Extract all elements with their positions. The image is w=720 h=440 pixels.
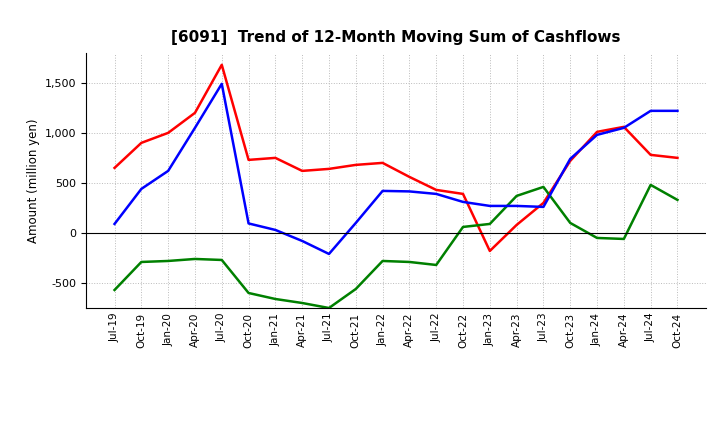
Title: [6091]  Trend of 12-Month Moving Sum of Cashflows: [6091] Trend of 12-Month Moving Sum of C… (171, 29, 621, 45)
Line: Investing Cashflow: Investing Cashflow (114, 185, 678, 308)
Investing Cashflow (298, 301, 307, 306)
Operating Cashflow (566, 158, 575, 164)
Investing Cashflow (539, 184, 548, 190)
Free Cashflow (619, 125, 628, 131)
Operating Cashflow (513, 222, 521, 227)
Free Cashflow (378, 188, 387, 194)
Free Cashflow (593, 132, 601, 138)
Free Cashflow (405, 189, 414, 194)
Operating Cashflow (110, 165, 119, 171)
Line: Operating Cashflow: Operating Cashflow (114, 65, 678, 251)
Investing Cashflow (325, 305, 333, 311)
Free Cashflow (325, 251, 333, 257)
Operating Cashflow (244, 157, 253, 162)
Free Cashflow (459, 199, 467, 205)
Investing Cashflow (217, 257, 226, 263)
Operating Cashflow (351, 162, 360, 168)
Free Cashflow (244, 221, 253, 226)
Investing Cashflow (459, 224, 467, 230)
Investing Cashflow (191, 257, 199, 262)
Operating Cashflow (405, 174, 414, 180)
Operating Cashflow (325, 166, 333, 172)
Free Cashflow (271, 227, 279, 233)
Investing Cashflow (110, 287, 119, 293)
Operating Cashflow (647, 152, 655, 158)
Investing Cashflow (378, 258, 387, 264)
Investing Cashflow (619, 236, 628, 242)
Free Cashflow (513, 203, 521, 209)
Operating Cashflow (137, 140, 145, 146)
Investing Cashflow (164, 258, 173, 264)
Investing Cashflow (673, 197, 682, 202)
Investing Cashflow (647, 182, 655, 187)
Operating Cashflow (378, 160, 387, 165)
Free Cashflow (298, 238, 307, 244)
Free Cashflow (539, 204, 548, 209)
Operating Cashflow (485, 248, 494, 253)
Line: Free Cashflow: Free Cashflow (114, 84, 678, 254)
Operating Cashflow (619, 124, 628, 129)
Investing Cashflow (244, 290, 253, 296)
Free Cashflow (432, 191, 441, 197)
Operating Cashflow (217, 62, 226, 67)
Operating Cashflow (459, 191, 467, 197)
Operating Cashflow (673, 155, 682, 161)
Operating Cashflow (593, 129, 601, 135)
Operating Cashflow (164, 130, 173, 136)
Investing Cashflow (405, 259, 414, 264)
Operating Cashflow (271, 155, 279, 161)
Free Cashflow (110, 221, 119, 227)
Operating Cashflow (298, 168, 307, 173)
Investing Cashflow (432, 262, 441, 268)
Free Cashflow (566, 156, 575, 161)
Free Cashflow (191, 125, 199, 131)
Investing Cashflow (351, 286, 360, 292)
Free Cashflow (217, 81, 226, 87)
Investing Cashflow (566, 220, 575, 226)
Operating Cashflow (432, 187, 441, 193)
Y-axis label: Amount (million yen): Amount (million yen) (27, 118, 40, 242)
Investing Cashflow (513, 193, 521, 198)
Investing Cashflow (137, 259, 145, 264)
Free Cashflow (673, 108, 682, 114)
Operating Cashflow (191, 110, 199, 115)
Free Cashflow (485, 203, 494, 209)
Investing Cashflow (271, 297, 279, 302)
Free Cashflow (351, 220, 360, 226)
Free Cashflow (164, 168, 173, 173)
Operating Cashflow (539, 200, 548, 205)
Investing Cashflow (593, 235, 601, 241)
Investing Cashflow (485, 221, 494, 227)
Free Cashflow (647, 108, 655, 114)
Free Cashflow (137, 186, 145, 191)
